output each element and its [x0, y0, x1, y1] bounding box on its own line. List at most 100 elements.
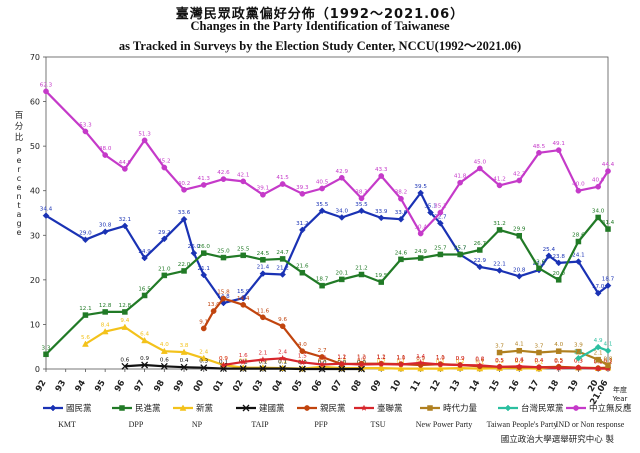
x-tick-label: 92 — [34, 378, 49, 393]
data-label-pfp: 14.4 — [237, 296, 250, 302]
data-point-np — [101, 328, 109, 335]
data-label-ind: 42.1 — [237, 172, 250, 178]
y-axis-label-en-char: r — [17, 165, 21, 174]
data-label-np: 0.3 — [604, 359, 613, 365]
data-label-np: 0.2 — [278, 359, 287, 365]
data-point-pfp — [279, 323, 286, 330]
data-label-kmt: 26.0 — [188, 244, 201, 250]
x-tick-label: 00 — [192, 378, 207, 393]
x-tick-label: 93 — [54, 378, 69, 393]
data-label-pfp: 0.5 — [554, 358, 563, 364]
data-point-ind — [358, 195, 365, 202]
data-label-kmt: 29.2 — [158, 230, 170, 236]
legend-label-zh-np: 新黨 — [196, 403, 213, 414]
data-label-dpp: 24.6 — [395, 250, 408, 256]
legend-label-en-kmt: KMT — [58, 420, 76, 429]
data-label-dpp: 31.4 — [602, 220, 615, 226]
data-point-tsu — [239, 358, 247, 365]
data-point-dpp — [457, 251, 463, 258]
data-label-taip: 0.6 — [160, 357, 169, 363]
data-label-np: 0.5 — [318, 358, 327, 364]
data-point-pfp — [299, 348, 306, 355]
data-label-np: 0.1 — [535, 360, 544, 366]
data-label-np: 6.4 — [140, 331, 149, 337]
data-point-taip — [200, 364, 208, 372]
data-label-dpp: 34.0 — [592, 208, 605, 214]
data-point-dpp — [605, 226, 611, 232]
data-point-ind — [437, 209, 444, 216]
data-point-taip — [298, 365, 306, 373]
data-label-tsu: 0.1 — [594, 360, 603, 366]
data-label-pfp: 1.1 — [396, 355, 405, 361]
data-label-kmt: 32.7 — [434, 214, 447, 220]
data-point-dpp — [240, 252, 246, 259]
data-point-taip — [160, 362, 168, 370]
series-line-kmt — [45, 191, 609, 305]
data-point-kmt — [427, 209, 434, 216]
data-point-ind — [555, 147, 562, 154]
legend-marker-ind — [573, 405, 579, 411]
data-label-dpp: 26.7 — [474, 241, 487, 247]
data-point-np — [397, 365, 405, 372]
data-point-np — [160, 347, 168, 354]
data-point-kmt — [121, 222, 129, 230]
legend-label-en-npp: New Power Party — [416, 420, 472, 429]
x-tick-label: 94 — [73, 378, 88, 393]
data-label-kmt: 34.0 — [336, 208, 349, 214]
legend-label-zh-npp: 時代力量 — [443, 403, 478, 414]
legend-label-zh-kmt: 國民黨 — [66, 403, 92, 414]
data-point-kmt — [358, 207, 365, 215]
data-label-npp: 3.7 — [495, 344, 504, 350]
data-point-npp — [536, 349, 542, 356]
x-axis-label-en: Year — [612, 395, 628, 403]
data-point-npp — [595, 356, 601, 363]
data-point-np — [141, 336, 149, 344]
data-label-ind: 40.0 — [572, 182, 585, 188]
data-point-kmt — [496, 267, 503, 274]
data-point-ind — [141, 137, 148, 144]
data-point-dpp — [516, 232, 523, 239]
data-point-tsu — [299, 358, 306, 366]
data-point-tsu — [377, 360, 385, 367]
data-label-dpp: 16.5 — [138, 286, 151, 292]
data-point-tsu — [535, 363, 543, 370]
data-point-dpp — [595, 214, 601, 221]
x-tick-label: 03 — [251, 378, 266, 393]
data-label-tsu: 2.1 — [258, 351, 267, 357]
data-point-kmt — [141, 254, 148, 262]
data-label-ind: 45.0 — [474, 159, 487, 165]
data-label-kmt: 33.9 — [375, 209, 388, 215]
legend-label-zh-dpp: 民進黨 — [135, 403, 161, 414]
data-point-pfp — [220, 295, 227, 302]
x-tick-label: 01 — [211, 378, 226, 393]
legend-label-en-pfp: PFP — [314, 420, 328, 429]
x-tick-label: 95 — [93, 378, 108, 393]
data-label-ind: 53.3 — [79, 122, 92, 128]
data-point-taip — [338, 365, 346, 373]
data-label-ind: 38.3 — [355, 189, 368, 195]
data-point-np — [200, 354, 208, 362]
data-label-ind: 49.1 — [552, 141, 565, 147]
x-tick-label: 04 — [271, 378, 286, 393]
data-label-dpp: 29.9 — [513, 227, 526, 233]
data-point-np — [377, 364, 385, 371]
data-point-dpp — [575, 238, 582, 245]
data-label-dpp: 25.5 — [237, 246, 250, 252]
data-point-tsu — [516, 362, 523, 370]
data-label-tsu: 2.4 — [278, 349, 287, 355]
data-label-tsu: 0.5 — [495, 358, 504, 364]
data-label-tsu: 0.2 — [554, 359, 563, 365]
data-label-np: 0.3 — [574, 359, 583, 365]
data-point-ind — [378, 173, 385, 179]
data-point-ind — [516, 177, 523, 184]
y-axis-label-en-char: c — [17, 174, 21, 183]
data-point-kmt — [259, 270, 267, 277]
data-label-dpp: 21.0 — [158, 266, 171, 272]
data-label-ind: 44.9 — [119, 160, 132, 166]
x-tick-label: 10 — [389, 378, 404, 393]
data-label-ind: 39.3 — [296, 185, 309, 191]
data-point-kmt — [101, 228, 109, 236]
y-tick-label: 30 — [30, 231, 40, 240]
data-point-dpp — [339, 276, 345, 283]
data-label-np: 3.8 — [180, 343, 189, 349]
